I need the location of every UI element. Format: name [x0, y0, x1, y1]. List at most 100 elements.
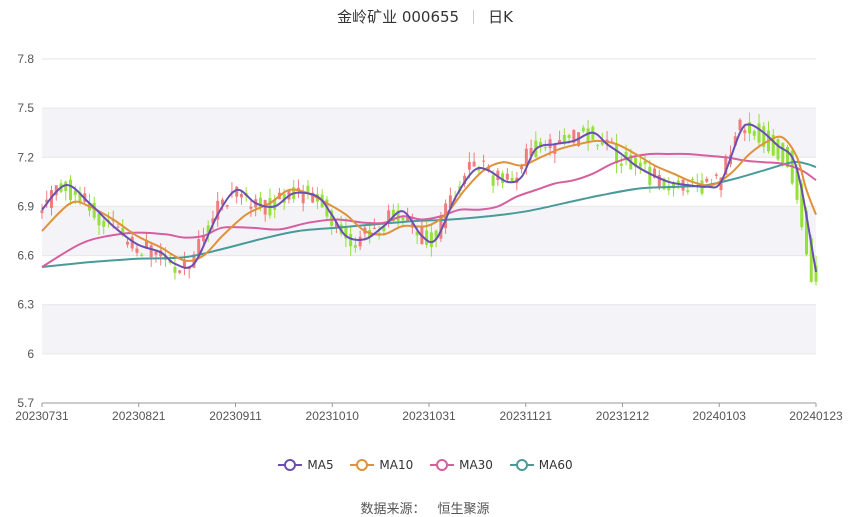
ma30-line [41, 152, 817, 268]
candle-body [149, 245, 153, 258]
candle-body [330, 210, 334, 227]
candle-body [752, 131, 756, 136]
candle-body [486, 166, 490, 171]
grid-band [42, 304, 816, 354]
candle-body [211, 218, 215, 224]
moving-average-lines [41, 123, 817, 273]
candle-body [581, 127, 585, 132]
candle-body [596, 145, 600, 147]
grid-band [42, 206, 816, 256]
y-tick-label: 5.7 [17, 396, 34, 410]
candle-body [520, 165, 524, 170]
candle-body [192, 254, 196, 268]
grid-bands [42, 108, 816, 354]
candle-body [619, 163, 623, 166]
candle-body [125, 241, 129, 245]
candle-body [258, 197, 262, 207]
ma60-marker-icon [509, 459, 534, 471]
candle-body [472, 161, 476, 167]
candle-body [705, 178, 709, 182]
candle-body [467, 162, 471, 170]
candle-body [382, 227, 386, 232]
candle-body [800, 183, 804, 228]
candle-body [482, 160, 486, 162]
candle-body [814, 265, 818, 282]
ma5-line [41, 123, 817, 273]
x-tick-label: 20231031 [402, 409, 456, 423]
source-name: 恒生聚源 [437, 502, 490, 517]
candle-body [197, 239, 201, 255]
x-tick-label: 20240123 [789, 409, 843, 423]
candle-body [553, 144, 557, 154]
chart-title: 金岭矿业 000655 日K [0, 6, 850, 28]
candle-body [805, 210, 809, 255]
candle-body [306, 185, 310, 195]
x-tick-label: 20230821 [112, 409, 166, 423]
legend-item-ma5[interactable]: MA5 [277, 458, 334, 472]
legend-label-ma60: MA60 [538, 458, 573, 472]
x-tick-label: 20231010 [306, 409, 360, 423]
candle-body [786, 146, 790, 168]
candle-body [762, 126, 766, 147]
candle-body [477, 168, 481, 171]
candle-body [249, 206, 253, 209]
candle-body [206, 225, 210, 233]
candle-body [54, 185, 58, 196]
x-tick-label: 20240103 [693, 409, 747, 423]
period-label[interactable]: 日K [488, 8, 513, 26]
legend-label-ma5: MA5 [307, 458, 334, 472]
y-axis: 5.7 6 6.3 6.6 6.9 7.2 7.5 7.8 [17, 52, 34, 410]
candle-body [643, 161, 647, 165]
source-label: 数据来源： [360, 502, 426, 517]
x-tick-label: 20230731 [15, 409, 69, 423]
candle-body [558, 139, 562, 144]
candle-body [377, 232, 381, 235]
candle-body [624, 151, 628, 161]
candle-body [92, 202, 96, 218]
candle-body [529, 148, 533, 157]
y-tick-label: 7.2 [17, 150, 34, 164]
candle-body [353, 245, 357, 248]
candle-body [714, 174, 718, 176]
candle-body [225, 205, 229, 207]
candle-body [396, 210, 400, 221]
candle-body [748, 122, 752, 134]
legend-item-ma10[interactable]: MA10 [349, 458, 413, 472]
candle-body [548, 139, 552, 148]
legend-label-ma10: MA10 [379, 458, 414, 472]
candle-body [273, 199, 277, 210]
candle-body [216, 200, 220, 220]
candle-body [738, 119, 742, 131]
candle-body [415, 231, 419, 236]
candle-body [64, 181, 68, 191]
legend-item-ma60[interactable]: MA60 [509, 458, 573, 472]
candle-body [102, 220, 106, 227]
y-tick-label: 6.9 [17, 199, 34, 213]
candle-body [634, 157, 638, 167]
x-tick-label: 20231212 [596, 409, 650, 423]
candle-body [387, 210, 391, 222]
candle-body [757, 123, 761, 143]
candle-body [344, 226, 348, 239]
candle-body [401, 216, 405, 221]
candle-body [539, 141, 543, 148]
candle-body [425, 230, 429, 245]
candle-body [439, 215, 443, 239]
candle-body [73, 190, 77, 195]
candle-body [78, 192, 82, 204]
stock-title: 金岭矿业 000655 [337, 8, 460, 26]
candle-body [510, 177, 514, 182]
legend-item-ma30[interactable]: MA30 [429, 458, 493, 472]
candle-body [349, 234, 353, 247]
candle-body [296, 187, 300, 191]
y-tick-label: 7.8 [17, 52, 34, 66]
ma10-marker-icon [350, 459, 375, 471]
candle-body [809, 238, 813, 282]
candle-body [121, 228, 125, 236]
candle-body [781, 143, 785, 164]
candle-body [719, 177, 723, 191]
candle-body [771, 134, 775, 156]
grid-band [42, 108, 816, 158]
legend: MA5 MA10 MA30 MA60 [0, 458, 850, 472]
candle-body [434, 230, 438, 239]
